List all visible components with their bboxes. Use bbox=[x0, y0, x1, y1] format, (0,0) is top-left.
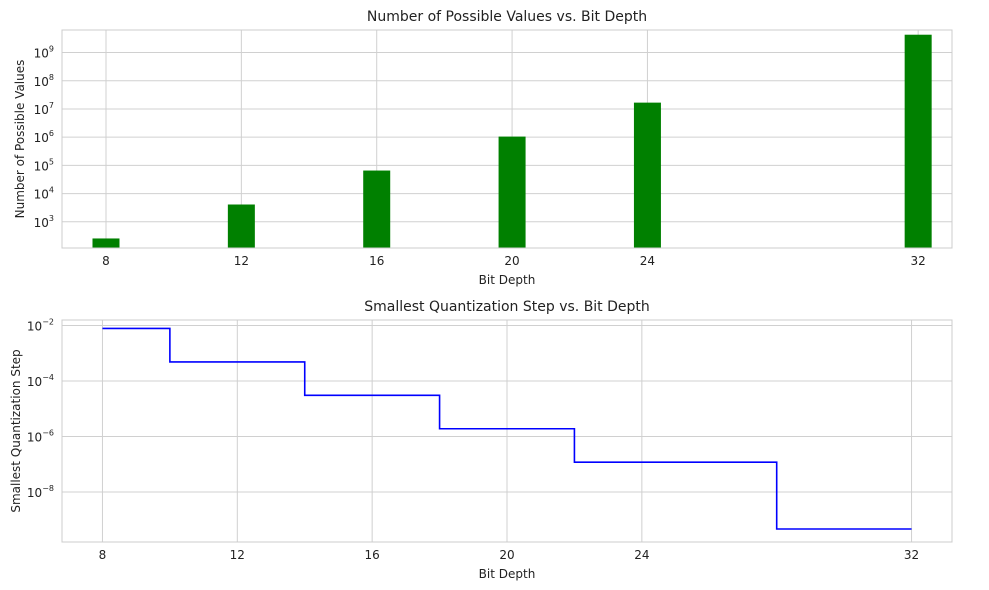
chart-panel-2: 8 12 16 20 24 32 10−2 10−4 10−6 10−8 Smallest Quan… bbox=[9, 299, 953, 581]
plot-frame bbox=[61, 319, 953, 543]
x-tick-label: 12 bbox=[234, 254, 249, 268]
y-tick-label: 108 bbox=[34, 73, 54, 89]
chart-title: Smallest Quantization Step vs. Bit Depth bbox=[364, 299, 650, 315]
bar-20 bbox=[498, 136, 526, 248]
bar-32 bbox=[904, 34, 932, 249]
bar-12 bbox=[227, 204, 255, 248]
x-axis-label: Bit Depth bbox=[479, 273, 536, 287]
y-tick-label: 106 bbox=[34, 129, 54, 145]
y-tick-label: 109 bbox=[34, 45, 54, 61]
x-tick-label: 32 bbox=[911, 254, 926, 268]
x-tick-label: 16 bbox=[365, 548, 380, 562]
y-tick-label: 10−8 bbox=[27, 484, 54, 500]
y-tick-label: 104 bbox=[34, 186, 54, 202]
x-tick-label: 24 bbox=[634, 548, 649, 562]
x-tick-label: 20 bbox=[504, 254, 519, 268]
bar-8 bbox=[92, 238, 120, 248]
y-tick-label: 10−4 bbox=[27, 373, 54, 389]
x-tick-label: 8 bbox=[99, 548, 107, 562]
y-axis-label: Smallest Quantization Step bbox=[9, 349, 23, 512]
x-axis-label: Bit Depth bbox=[479, 567, 536, 581]
bar-24 bbox=[633, 102, 661, 248]
y-tick-label: 10−6 bbox=[27, 429, 54, 445]
plot-frame bbox=[61, 29, 953, 249]
y-axis-label: Number of Possible Values bbox=[13, 60, 27, 219]
y-tick-label: 103 bbox=[34, 214, 54, 230]
chart-panel-1: 8 12 16 20 24 32 103 104 105 106 107 108 109 Number o… bbox=[13, 9, 953, 287]
x-tick-label: 12 bbox=[230, 548, 245, 562]
x-tick-label: 20 bbox=[499, 548, 514, 562]
chart-title: Number of Possible Values vs. Bit Depth bbox=[367, 9, 647, 25]
y-tick-label: 105 bbox=[34, 157, 54, 173]
y-tick-label: 10−2 bbox=[27, 318, 54, 334]
x-tick-label: 32 bbox=[904, 548, 919, 562]
x-tick-label: 16 bbox=[369, 254, 384, 268]
bar-16 bbox=[363, 170, 391, 248]
step-line bbox=[102, 327, 912, 530]
y-tick-label: 107 bbox=[34, 101, 54, 117]
x-tick-label: 8 bbox=[102, 254, 110, 268]
x-tick-label: 24 bbox=[640, 254, 655, 268]
